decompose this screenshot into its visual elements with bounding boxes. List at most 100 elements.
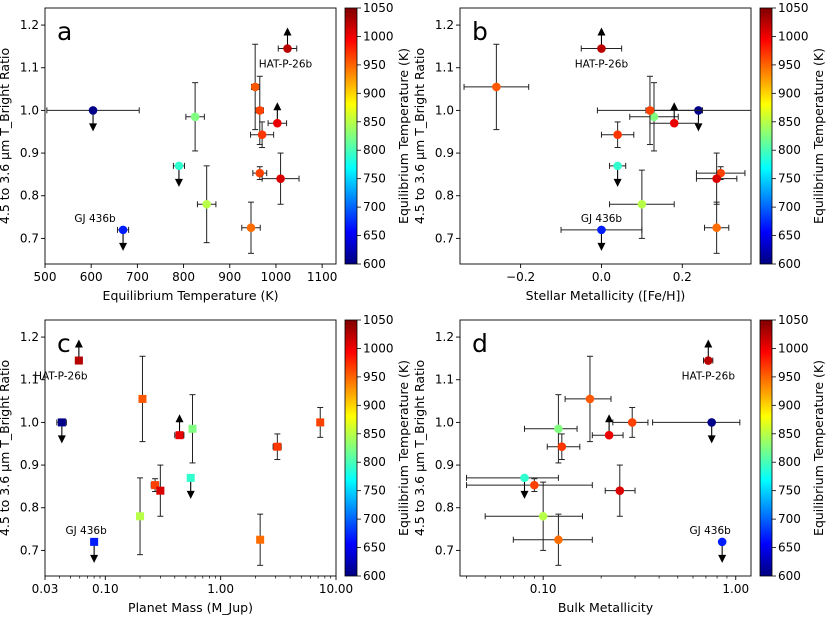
colorbar-tick-label: 700 [778,200,801,214]
upper-limit-arrowhead [520,490,529,499]
x-tick-label: 0.0 [592,270,611,284]
y-tick-label: 1.2 [20,330,39,344]
data-point [645,106,752,132]
data-point [252,166,268,181]
colorbar-tick-label: 750 [778,484,801,498]
point-annotation: GJ 436b [581,213,623,225]
data-marker [615,486,625,495]
upper-limit-arrowhead [174,178,183,187]
colorbar-tick-label: 950 [363,370,386,384]
data-marker [246,223,256,233]
panel-letter: d [472,329,488,358]
data-marker-square [136,512,145,521]
data-point [649,102,699,128]
colorbar: 600 650 700 750 800 850 900 950 1000 1050 Equilibr… [344,313,411,583]
data-marker-square [273,442,282,451]
x-tick-label: 700 [126,270,149,284]
y-tick-label: 0.9 [435,146,454,160]
upper-limit-arrowhead [90,554,99,563]
panel-letter: a [57,17,72,46]
data-point [196,165,217,244]
colorbar-tick-label: 650 [363,229,386,243]
colorbar: 600 650 700 750 800 850 900 950 1000 1050 Equilibr… [759,313,826,583]
y-tick-label: 0.8 [20,189,39,203]
data-marker [717,537,727,547]
data-marker [250,82,260,92]
colorbar-tick-label: 1050 [778,1,809,15]
y-tick-label: 1.2 [435,330,454,344]
point-annotation: GJ 436b [74,213,116,225]
colorbar-tick-label: 800 [363,143,386,157]
point-annotation: HAT-P-26b [575,59,629,71]
lower-limit-arrowhead [704,339,713,348]
upper-limit-arrowhead [718,554,727,563]
colorbar-tick-label: 900 [363,86,386,100]
data-marker [645,106,655,115]
data-marker [202,199,211,209]
data-marker-square [175,431,184,440]
data-marker-square [188,424,197,433]
x-tick-label: 1.00 [722,582,749,596]
y-tick-label: 0.9 [20,146,39,160]
data-point [241,201,261,254]
y-tick-label: 0.9 [435,458,454,472]
data-point: GJ 436b [560,213,643,251]
colorbar-tick-label: 650 [363,541,386,555]
panel-letter: b [472,17,488,46]
colorbar-tick-label: 750 [363,172,386,186]
lower-limit-arrowhead [273,102,282,111]
data-marker-square [156,486,165,495]
data-point [136,477,145,556]
y-tick-label: 0.7 [435,231,454,245]
data-point [156,464,165,517]
data-point [185,82,205,152]
data-point: HAT-P-26b [259,27,313,71]
upper-limit-arrowhead [186,490,195,499]
colorbar-tick-label: 1000 [363,29,394,43]
colorbar-tick-label: 900 [778,86,801,100]
data-marker [613,130,622,140]
y-tick-label: 0.8 [435,501,454,515]
data-point [138,355,147,443]
colorbar-label: Equilibrium Temperature (K) [396,48,411,224]
upper-limit-arrowhead [613,178,622,187]
data-point [591,414,624,440]
x-tick-label: 1000 [261,270,292,284]
panel-a: 0.7 0.8 0.9 1.0 1.1 1.2 500 600 700 800 900 1000 110… [0,1,411,303]
upper-limit-arrowhead [597,242,606,251]
axes-frame [44,7,337,265]
y-tick-label: 1.0 [20,103,39,117]
colorbar-tick-label: 600 [363,569,386,583]
x-axis-label: Planet Mass (M_Jup) [128,600,253,615]
lower-limit-arrowhead [670,102,679,111]
y-tick-label: 0.8 [435,189,454,203]
data-point [546,433,581,461]
data-marker-square [256,535,265,544]
data-point [523,394,578,464]
colorbar-tick-label: 950 [778,58,801,72]
upper-limit-arrowhead [57,435,66,444]
y-tick-label: 0.7 [435,543,454,557]
data-point [46,106,140,132]
data-point [704,201,730,254]
y-tick-label: 0.7 [20,231,39,245]
colorbar-tick-label: 800 [778,143,801,157]
data-marker [520,473,529,483]
data-marker [538,511,548,521]
data-marker [669,118,679,128]
y-tick-label: 0.9 [20,458,39,472]
data-marker [88,106,98,115]
panel-b: 0.7 0.8 0.9 1.0 1.1 1.2 −0.2 0.0 0.2 Stellar Meta… [412,1,826,303]
lower-limit-arrowhead [605,414,614,423]
colorbar-tick-label: 900 [778,398,801,412]
upper-limit-arrowhead [694,123,703,132]
data-point [186,473,195,499]
x-axis-label: Bulk Metallicity [558,600,654,615]
data-point [695,152,738,205]
x-tick-label: 600 [80,270,103,284]
data-point: HAT-P-26b [682,339,735,383]
x-tick-label: 500 [34,270,57,284]
data-marker [492,82,501,92]
point-annotation: GJ 436b [65,525,107,537]
